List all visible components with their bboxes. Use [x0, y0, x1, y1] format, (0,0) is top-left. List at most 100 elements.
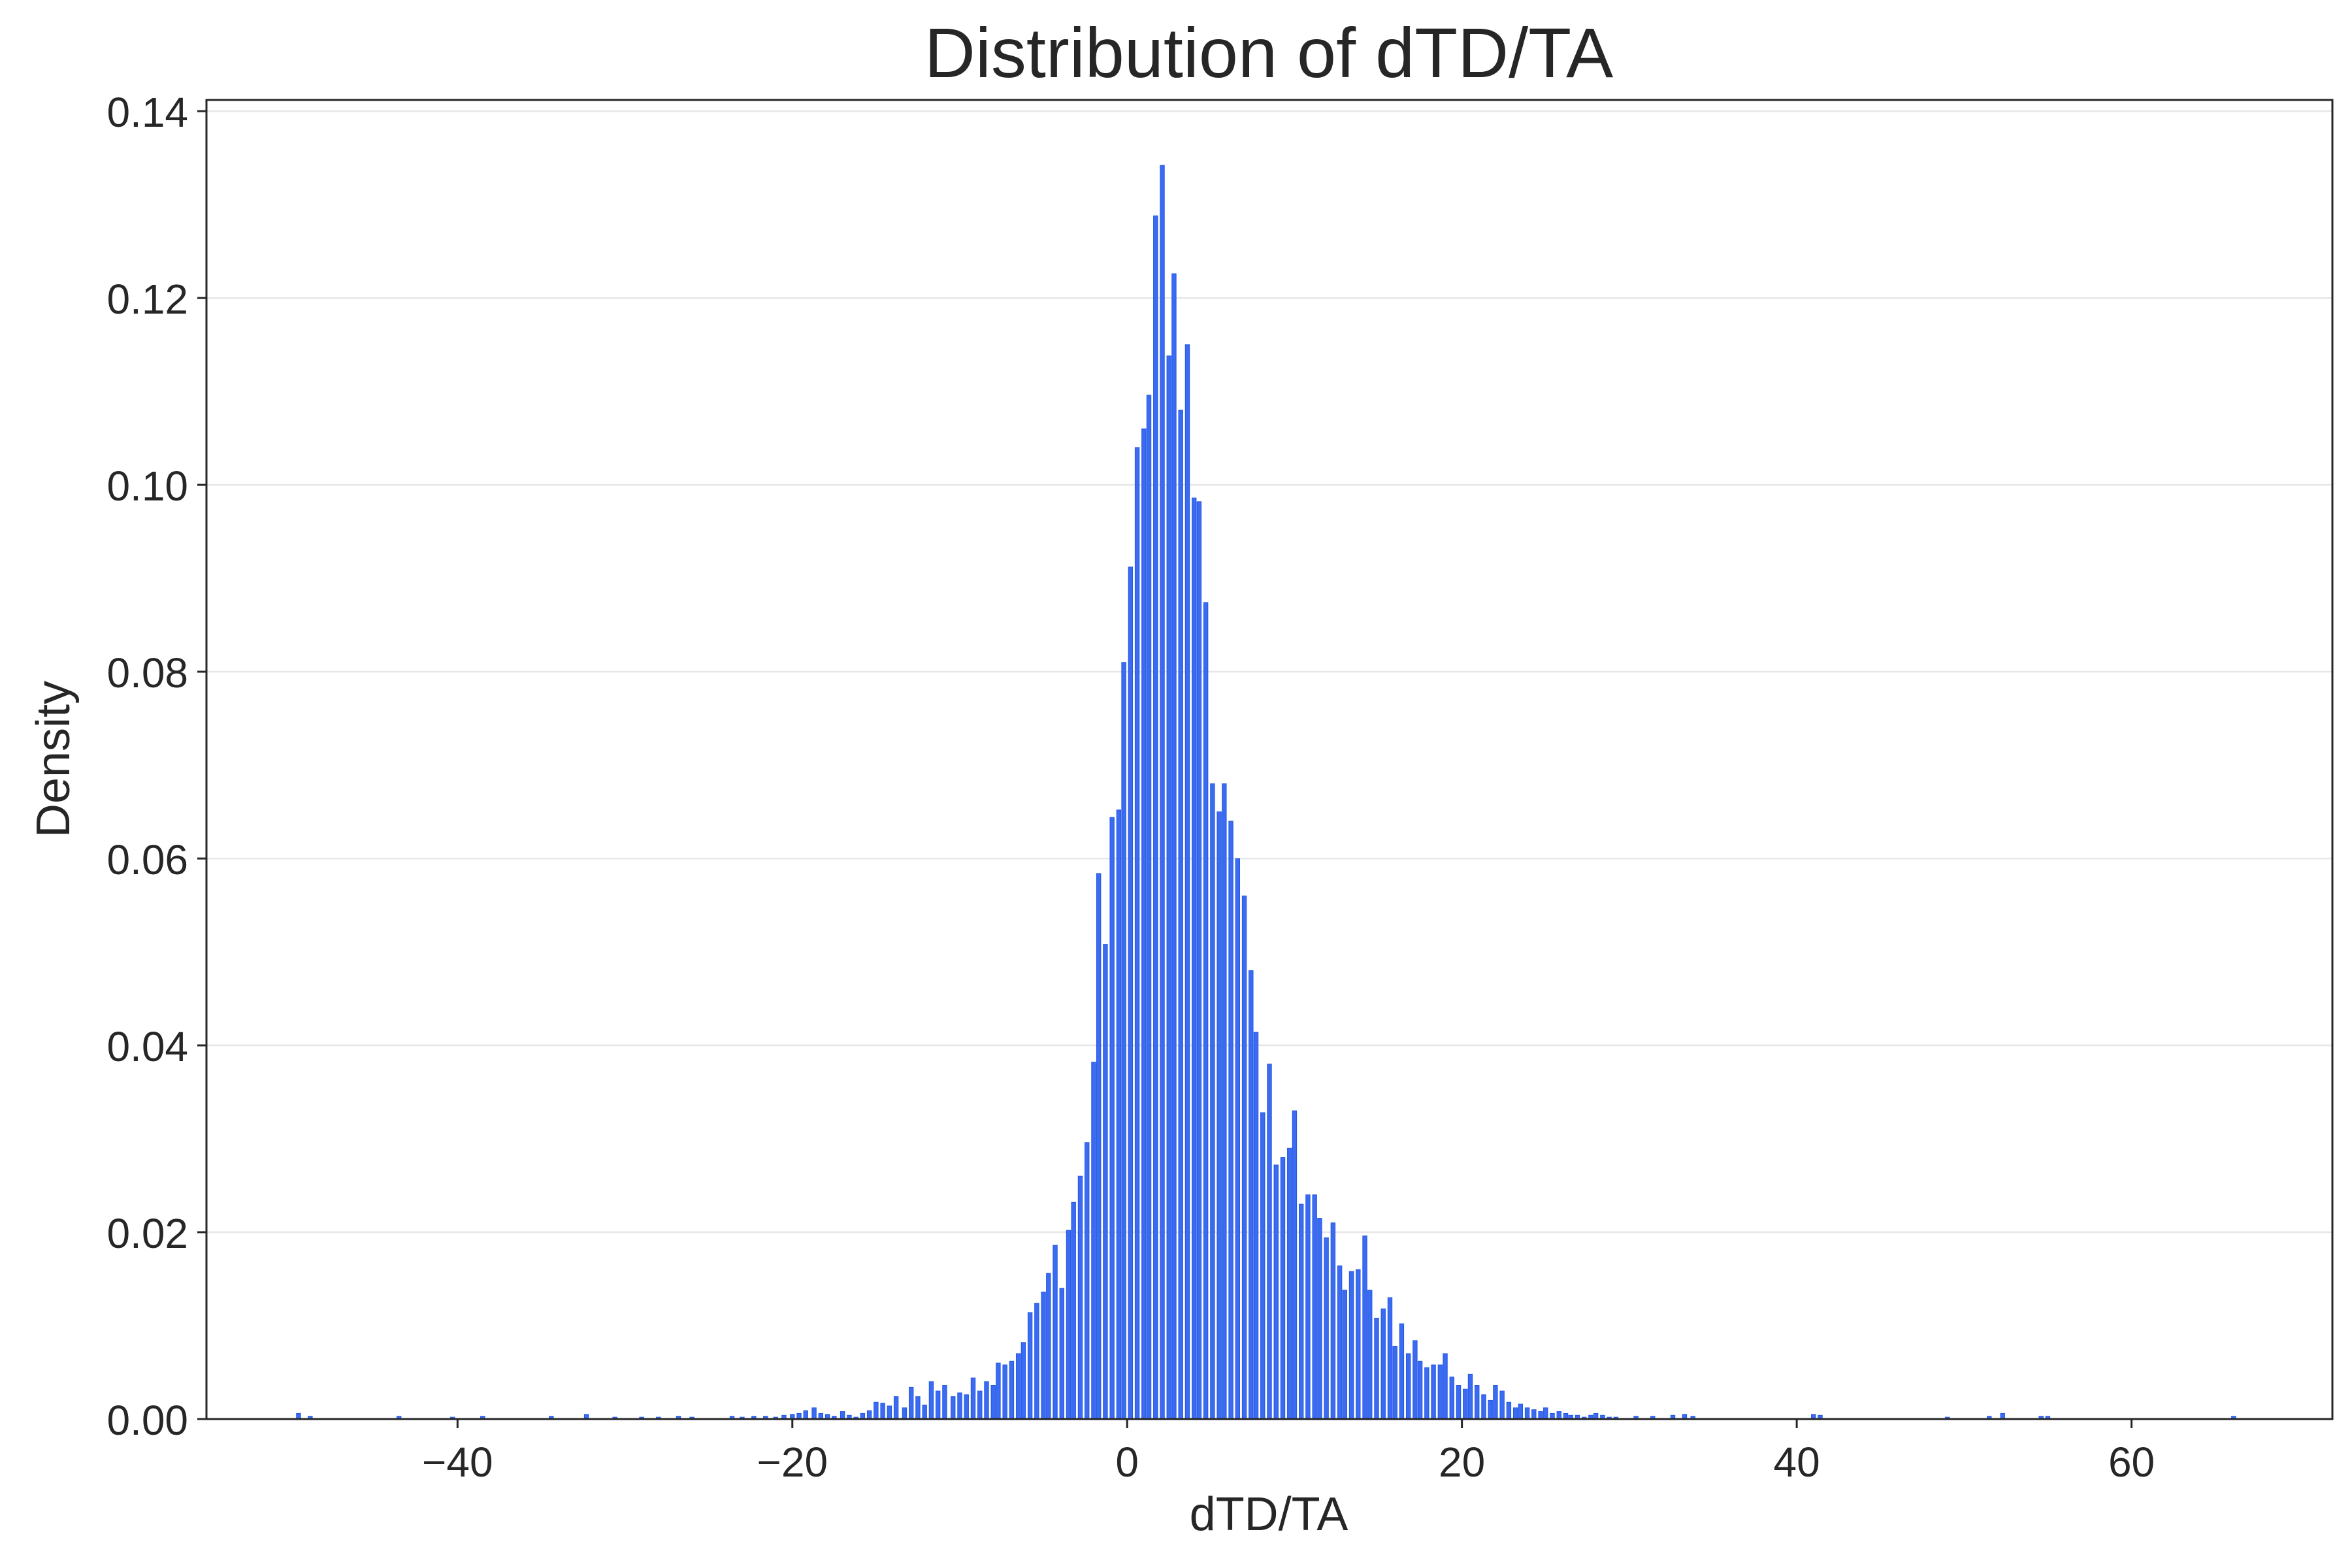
- histogram-bar: [1166, 355, 1171, 1420]
- y-tick-label: 0.00: [106, 1397, 188, 1444]
- histogram-bar: [1085, 1142, 1090, 1420]
- histogram-bar: [1196, 501, 1202, 1420]
- histogram-bar: [866, 1410, 872, 1420]
- histogram-bar: [1506, 1401, 1512, 1420]
- histogram-bar: [1191, 497, 1197, 1420]
- histogram-bar: [942, 1385, 947, 1420]
- histogram-bar: [1253, 1032, 1259, 1420]
- histogram-bar: [1027, 1312, 1033, 1420]
- histogram-bar: [1449, 1377, 1454, 1420]
- histogram-bar: [1387, 1297, 1393, 1420]
- histogram-bar: [1417, 1360, 1423, 1420]
- histogram-bar: [1312, 1194, 1317, 1420]
- histogram-bar: [1475, 1385, 1480, 1420]
- histogram-bar: [1467, 1373, 1473, 1420]
- histogram-bar: [1330, 1222, 1336, 1420]
- histogram-bar: [1413, 1340, 1418, 1420]
- y-tick-label: 0.04: [106, 1023, 188, 1070]
- x-axis-ticks: −40 −20 0 20 40 60: [422, 1419, 2155, 1486]
- histogram-bar: [874, 1401, 879, 1420]
- histogram-bar: [880, 1403, 885, 1420]
- histogram-bar: [1287, 1147, 1292, 1420]
- histogram-bar: [803, 1410, 808, 1420]
- histogram-bar: [1493, 1385, 1498, 1420]
- histogram-bar: [1543, 1407, 1548, 1420]
- histogram-bar: [1241, 895, 1247, 1420]
- histogram-bar: [1096, 873, 1102, 1420]
- histogram-bar: [1538, 1411, 1543, 1420]
- histogram-bar: [1066, 1230, 1071, 1420]
- histogram-bar: [1348, 1271, 1354, 1420]
- histogram-bar: [1210, 783, 1215, 1420]
- histogram-bar: [1077, 1175, 1083, 1420]
- x-axis-label: dTD/TA: [1190, 1488, 1348, 1541]
- histogram-bar: [1059, 1288, 1064, 1420]
- y-tick-label: 0.06: [106, 836, 188, 883]
- histogram-bar: [922, 1405, 927, 1420]
- histogram-bar: [1228, 821, 1233, 1420]
- histogram-bar: [1518, 1403, 1524, 1420]
- chart-title: Distribution of dTD/TA: [924, 13, 1613, 92]
- histogram-bar: [1046, 1273, 1051, 1420]
- histogram-bar: [1128, 566, 1134, 1420]
- histogram-bar: [811, 1407, 817, 1420]
- histogram-bar: [1488, 1399, 1493, 1420]
- x-tick-label: −40: [422, 1439, 493, 1486]
- histogram-bar: [1121, 662, 1126, 1420]
- histogram-bar: [1002, 1364, 1007, 1420]
- histogram-bar: [1431, 1364, 1436, 1420]
- histogram-bar: [996, 1362, 1001, 1420]
- y-axis-ticks: 0.00 0.02 0.04 0.06 0.08 0.10 0.12 0.14: [106, 89, 206, 1444]
- histogram-bar: [1222, 783, 1227, 1420]
- histogram-bar: [1424, 1367, 1429, 1420]
- histogram-bar: [1109, 817, 1115, 1420]
- histogram-bar: [1041, 1292, 1046, 1420]
- histogram-bar: [1021, 1342, 1026, 1420]
- histogram-bar: [1362, 1235, 1367, 1420]
- histogram-bar: [1456, 1385, 1462, 1420]
- histogram-bar: [1531, 1409, 1537, 1420]
- histogram-bar: [915, 1396, 921, 1420]
- histogram-bar: [1298, 1203, 1304, 1420]
- histogram-bar: [1374, 1318, 1379, 1420]
- y-axis-label: Density: [27, 681, 80, 838]
- histogram-bar: [893, 1396, 899, 1420]
- histogram-bar: [1034, 1303, 1039, 1420]
- histogram-bar: [1380, 1308, 1386, 1420]
- histogram-bar: [1134, 447, 1140, 1420]
- histogram-bar: [1091, 1062, 1096, 1420]
- histogram-bar: [1267, 1064, 1272, 1420]
- histogram-bar: [977, 1390, 983, 1420]
- histogram-bar: [1512, 1407, 1518, 1420]
- histogram-bar: [1392, 1345, 1397, 1420]
- histogram-bar: [1443, 1353, 1448, 1420]
- histogram-bar: [1399, 1323, 1405, 1420]
- y-tick-label: 0.12: [106, 276, 188, 323]
- histogram-bar: [1217, 811, 1222, 1420]
- histogram-bar: [1103, 944, 1108, 1420]
- histogram-bar: [964, 1394, 969, 1420]
- histogram-bar: [1481, 1394, 1486, 1420]
- x-tick-label: −20: [757, 1439, 828, 1486]
- histogram-bar: [1337, 1265, 1343, 1420]
- histogram-bar: [1249, 970, 1254, 1420]
- histogram-bar: [1053, 1245, 1058, 1420]
- histogram-bar: [1015, 1353, 1021, 1420]
- histogram-bar: [887, 1405, 892, 1420]
- y-tick-label: 0.08: [106, 649, 188, 696]
- histogram-bar: [1178, 410, 1183, 1420]
- histogram-bar: [1437, 1364, 1443, 1420]
- histogram-bar: [970, 1377, 976, 1420]
- histogram-bar: [1405, 1353, 1411, 1420]
- histogram-bar: [928, 1381, 934, 1420]
- histogram-bar: [1171, 273, 1177, 1420]
- histogram-bar: [1273, 1164, 1279, 1420]
- histogram-bar: [1116, 809, 1122, 1420]
- histogram-bar: [1009, 1360, 1015, 1420]
- x-tick-label: 40: [1774, 1439, 1820, 1486]
- y-tick-label: 0.10: [106, 463, 188, 510]
- histogram-bar: [951, 1396, 956, 1420]
- histogram-bar: [1356, 1269, 1361, 1420]
- plot-frame: [205, 99, 2334, 1420]
